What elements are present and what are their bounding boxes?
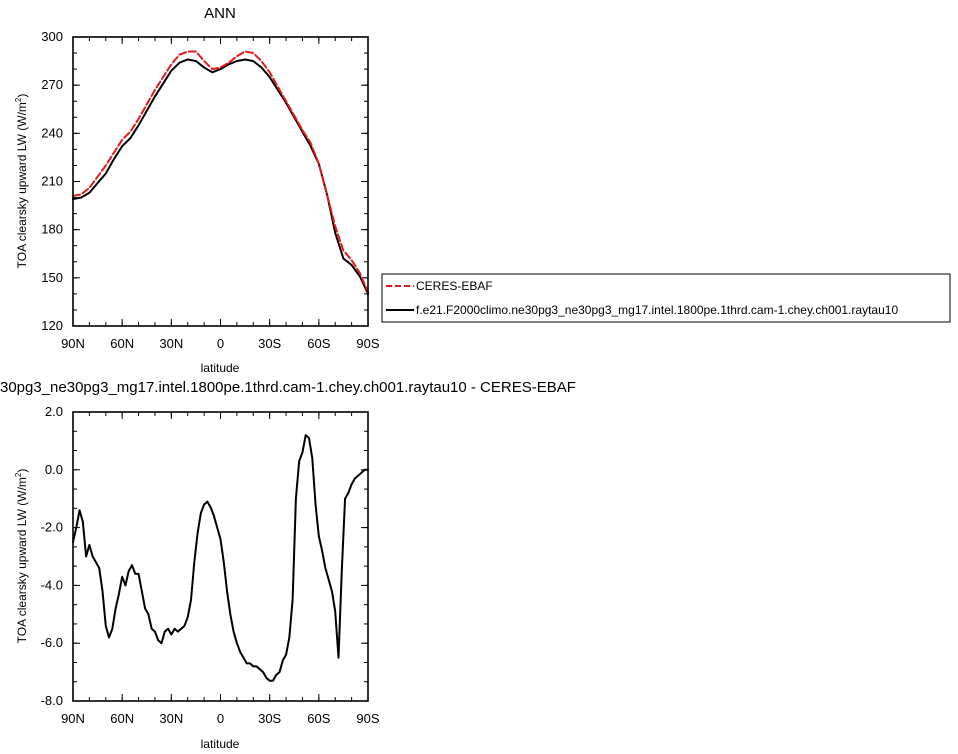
bottom-x-tick-label: 30N — [159, 711, 183, 726]
top-series-line-1 — [72, 58, 369, 295]
top-y-tick-label: 120 — [41, 318, 63, 333]
top-y-tick-label: 210 — [41, 174, 63, 189]
bottom-x-tick-label: 0 — [217, 711, 224, 726]
bottom-y-tick-label: -6.0 — [41, 635, 63, 650]
top-y-tick-label: 150 — [41, 270, 63, 285]
bottom-y-tick-label: -8.0 — [41, 693, 63, 708]
top-chart-title: ANN — [204, 5, 236, 22]
bottom-x-tick-label: 90S — [356, 711, 379, 726]
top-x-axis-label: latitude — [201, 361, 240, 375]
top-y-tick-label: 270 — [41, 77, 63, 92]
bottom-y-axis-label-main: TOA clearsky upward LW (W/m — [15, 477, 29, 643]
bottom-y-tick-label: -4.0 — [41, 577, 63, 592]
top-x-tick-label: 30S — [258, 336, 281, 351]
legend: CERES-EBAF f.e21.F2000climo.ne30pg3_ne30… — [381, 273, 951, 323]
bottom-chart-title: f.e21.F2000climo.ne30pg3_ne30pg3_mg17.in… — [0, 379, 576, 396]
bottom-x-axis-label: latitude — [201, 737, 240, 751]
top-x-tick-label: 90S — [356, 336, 379, 351]
top-x-tick-label: 30N — [159, 336, 183, 351]
bottom-y-tick-label: -2.0 — [41, 520, 63, 535]
bottom-y-axis-label-sup: 2 — [14, 472, 23, 477]
top-y-axis-label-close: ) — [15, 94, 29, 98]
bottom-x-tick-label: 60S — [307, 711, 330, 726]
bottom-series-line-0 — [72, 434, 369, 682]
bottom-y-tick-label: 2.0 — [45, 404, 63, 419]
legend-box — [381, 273, 951, 323]
top-plot-frame — [72, 36, 369, 327]
top-series-line-0 — [72, 50, 369, 294]
bottom-x-tick-label: 90N — [61, 711, 85, 726]
top-y-tick-label: 240 — [41, 125, 63, 140]
legend-label-ceres: CERES-EBAF — [416, 279, 493, 293]
top-y-axis-label: TOA clearsky upward LW (W/m2) — [14, 94, 29, 269]
bottom-x-tick-label: 30S — [258, 711, 281, 726]
top-y-axis-label-main: TOA clearsky upward LW (W/m — [15, 102, 29, 268]
legend-label-model: f.e21.F2000climo.ne30pg3_ne30pg3_mg17.in… — [416, 303, 898, 317]
bottom-y-axis-label: TOA clearsky upward LW (W/m2) — [14, 469, 29, 644]
top-y-tick-label: 300 — [41, 29, 63, 44]
bottom-panel: f.e21.F2000climo.ne30pg3_ne30pg3_mg17.in… — [0, 379, 576, 751]
top-y-axis-label-sup: 2 — [14, 97, 23, 102]
top-panel: ANN 90N 60N 30N 0 30S 60S 90S 120 150 180 210 240 27… — [14, 5, 380, 375]
top-x-tick-label: 90N — [61, 336, 85, 351]
top-x-tick-label: 0 — [217, 336, 224, 351]
bottom-x-tick-label: 60N — [110, 711, 134, 726]
bottom-y-tick-label: 0.0 — [45, 462, 63, 477]
top-x-tick-label: 60N — [110, 336, 134, 351]
top-x-tick-label: 60S — [307, 336, 330, 351]
bottom-plot-frame — [72, 411, 369, 702]
top-y-tick-label: 180 — [41, 222, 63, 237]
bottom-y-axis-label-close: ) — [15, 469, 29, 473]
